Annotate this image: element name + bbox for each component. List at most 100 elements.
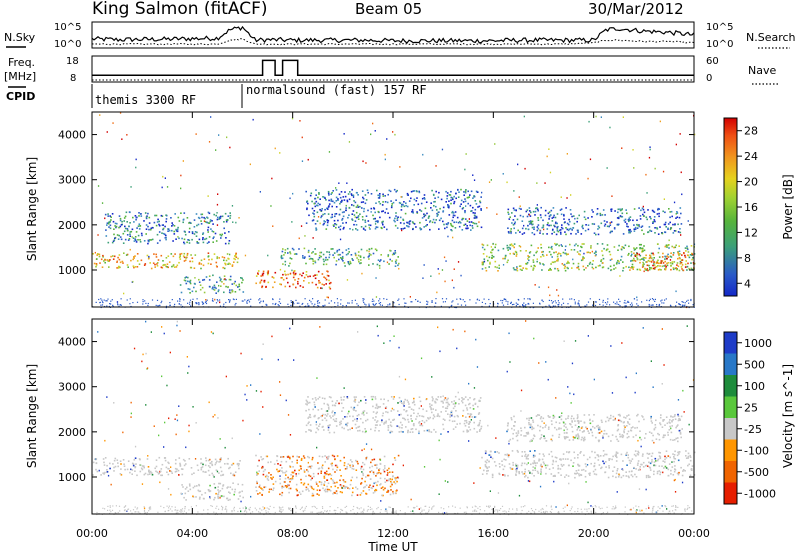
data-cell-power bbox=[507, 211, 509, 214]
noise-cell-power bbox=[401, 229, 403, 232]
noise-cell-power bbox=[162, 175, 164, 178]
data-cell-velocity bbox=[574, 420, 576, 422]
data-cell-power bbox=[677, 257, 679, 260]
data-cell-power bbox=[660, 260, 662, 262]
data-cell-power bbox=[166, 263, 169, 265]
data-cell-power bbox=[122, 232, 125, 235]
ground-cell-power bbox=[301, 303, 303, 305]
data-cell-velocity bbox=[402, 403, 405, 406]
ground-cell-power bbox=[198, 304, 200, 306]
data-cell-velocity bbox=[554, 456, 557, 459]
noise-cell-power bbox=[687, 248, 689, 251]
data-cell-power bbox=[110, 255, 112, 258]
data-cell-power bbox=[279, 283, 281, 285]
data-cell-power bbox=[323, 220, 325, 222]
ground-cell-power bbox=[511, 304, 514, 306]
data-cell-power bbox=[440, 198, 443, 201]
data-cell-velocity bbox=[557, 464, 559, 467]
ground-cell-power bbox=[523, 298, 525, 300]
freq-tick-top: 18 bbox=[66, 56, 79, 67]
data-cell-power bbox=[638, 253, 641, 256]
data-cell-velocity bbox=[328, 488, 331, 491]
data-cell-power bbox=[167, 255, 170, 257]
data-cell-power bbox=[123, 220, 125, 222]
data-cell-power bbox=[146, 254, 149, 257]
data-cell-power bbox=[660, 262, 662, 264]
data-cell-velocity bbox=[286, 485, 289, 487]
data-cell-velocity bbox=[335, 420, 338, 423]
data-cell-power bbox=[576, 251, 579, 253]
data-cell-velocity bbox=[346, 424, 348, 427]
data-cell-power bbox=[396, 189, 398, 192]
data-cell-power bbox=[556, 268, 559, 270]
data-cell-velocity bbox=[418, 396, 421, 398]
data-cell-velocity bbox=[129, 471, 131, 474]
noise-cell-power bbox=[549, 294, 551, 297]
data-cell-power bbox=[408, 200, 411, 202]
data-cell-power bbox=[573, 215, 575, 217]
data-cell-velocity bbox=[390, 482, 393, 484]
data-cell-power bbox=[351, 218, 353, 220]
data-cell-power bbox=[533, 228, 535, 230]
data-cell-velocity bbox=[340, 485, 343, 487]
data-cell-velocity bbox=[668, 421, 671, 423]
data-cell-velocity bbox=[464, 396, 467, 398]
ground-cell-power bbox=[179, 298, 181, 300]
data-cell-velocity bbox=[261, 458, 263, 461]
data-cell-velocity bbox=[343, 462, 346, 464]
data-cell-power bbox=[633, 224, 635, 226]
data-cell-power bbox=[473, 195, 475, 197]
ground-cell-power bbox=[569, 298, 571, 300]
data-cell-power bbox=[691, 258, 693, 261]
data-cell-power bbox=[636, 219, 638, 221]
data-cell-power bbox=[403, 222, 405, 225]
data-cell-power bbox=[120, 224, 123, 226]
ground-cell-power bbox=[683, 305, 685, 307]
data-cell-velocity bbox=[342, 485, 345, 487]
data-cell-velocity bbox=[388, 418, 390, 421]
data-cell-power bbox=[616, 223, 619, 226]
data-cell-power bbox=[162, 228, 164, 231]
data-cell-velocity bbox=[325, 410, 328, 412]
data-cell-power bbox=[198, 217, 201, 220]
data-cell-power bbox=[149, 228, 152, 231]
data-cell-power bbox=[636, 227, 639, 229]
data-cell-velocity bbox=[472, 404, 474, 407]
noise-cell-power bbox=[560, 196, 562, 198]
data-cell-velocity bbox=[539, 465, 542, 467]
data-cell-velocity bbox=[565, 436, 568, 438]
data-cell-power bbox=[156, 242, 159, 244]
data-cell-velocity bbox=[364, 480, 366, 483]
data-cell-power bbox=[350, 254, 353, 256]
data-cell-power bbox=[208, 279, 211, 281]
data-cell-power bbox=[315, 194, 317, 196]
data-cell-power bbox=[641, 258, 643, 260]
data-cell-power bbox=[532, 269, 534, 271]
data-cell-power bbox=[563, 263, 566, 266]
data-cell-velocity bbox=[394, 479, 397, 481]
data-cell-velocity bbox=[647, 457, 649, 459]
data-cell-velocity bbox=[364, 431, 367, 434]
ground-cell-power bbox=[661, 302, 663, 304]
data-cell-velocity bbox=[583, 439, 585, 442]
data-cell-velocity bbox=[462, 415, 464, 417]
ground-cell-power bbox=[426, 303, 429, 305]
data-cell-power bbox=[561, 245, 563, 247]
ground-cell-power bbox=[278, 305, 280, 307]
data-cell-velocity bbox=[626, 425, 628, 427]
data-cell-power bbox=[450, 229, 452, 231]
data-cell-power bbox=[361, 190, 364, 192]
data-cell-power bbox=[591, 223, 594, 225]
data-cell-velocity bbox=[266, 478, 269, 480]
data-cell-velocity bbox=[545, 467, 547, 469]
data-cell-velocity bbox=[577, 469, 580, 471]
ground-cell-power bbox=[670, 305, 672, 307]
noise-cell-power bbox=[284, 263, 286, 266]
data-cell-power bbox=[98, 255, 101, 258]
data-cell-velocity bbox=[95, 468, 97, 471]
ground-cell-power bbox=[598, 298, 601, 301]
data-cell-velocity bbox=[498, 472, 500, 475]
data-cell-velocity bbox=[178, 457, 181, 459]
data-cell-velocity bbox=[515, 474, 517, 476]
data-cell-velocity bbox=[397, 425, 400, 428]
